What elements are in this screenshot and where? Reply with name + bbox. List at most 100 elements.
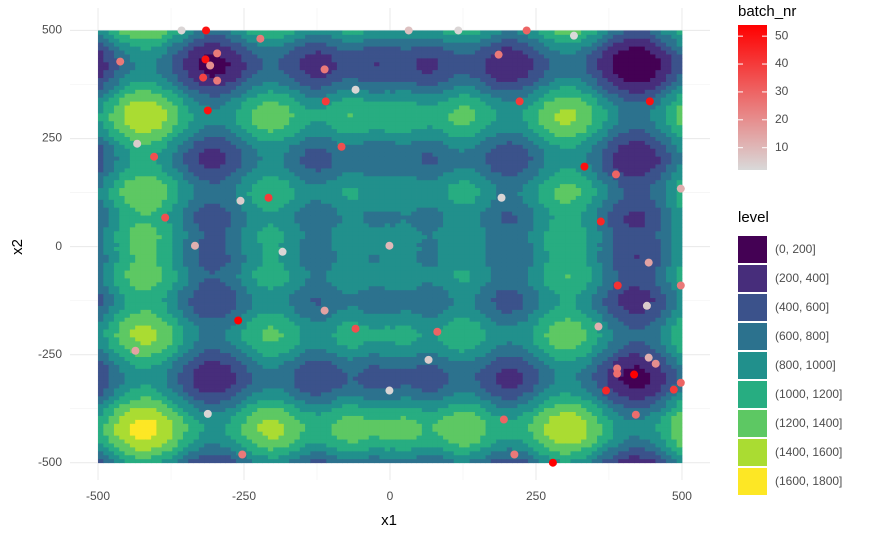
contour-cell (214, 289, 221, 295)
contour-cell (310, 238, 317, 244)
contour-cell (193, 403, 200, 409)
contour-cell (246, 254, 253, 259)
contour-cell (140, 281, 147, 287)
contour-cell (151, 211, 157, 216)
contour-cell (113, 313, 120, 318)
contour-cell (124, 446, 131, 452)
contour-cell (273, 124, 279, 130)
contour-cell (262, 376, 269, 381)
contour-cell (251, 215, 258, 220)
contour-cell (151, 391, 157, 397)
contour-cell (267, 340, 274, 346)
contour-cell (198, 274, 205, 279)
contour-cell (305, 73, 311, 79)
contour-cell (113, 274, 120, 279)
contour-cell (331, 285, 338, 291)
contour-cell (267, 309, 274, 314)
contour-cell (119, 93, 125, 98)
contour-cell (273, 446, 279, 452)
contour-cell (172, 340, 179, 346)
contour-cell (156, 411, 163, 416)
contour-cell (310, 297, 317, 303)
contour-cell (262, 211, 269, 216)
contour-cell (193, 219, 200, 224)
contour-cell (310, 46, 317, 51)
contour-cell (262, 89, 269, 94)
contour-cell (156, 270, 163, 275)
contour-cell (299, 203, 306, 208)
contour-cell (267, 65, 274, 71)
contour-cell (108, 246, 115, 251)
contour-cell (336, 388, 343, 393)
contour-cell (315, 368, 322, 373)
contour-cell (98, 69, 104, 75)
contour-cell (283, 293, 290, 299)
contour-cell (214, 38, 221, 43)
contour-cell (135, 325, 141, 330)
contour-cell (140, 50, 147, 55)
contour-cell (251, 458, 258, 464)
contour-cell (326, 446, 333, 452)
contour-cell (172, 112, 179, 118)
contour-cell (305, 289, 311, 295)
contour-cell (220, 101, 226, 106)
contour-cell (310, 140, 317, 145)
contour-cell (262, 42, 269, 47)
contour-cell (145, 183, 152, 189)
contour-cell (172, 305, 179, 310)
contour-cell (315, 419, 322, 424)
contour-cell (204, 281, 210, 287)
contour-cell (177, 152, 184, 157)
contour-cell (236, 120, 242, 126)
contour-cell (220, 97, 226, 102)
contour-cell (135, 395, 141, 401)
contour-cell (289, 230, 295, 236)
contour-cell (326, 278, 333, 283)
contour-cell (177, 97, 184, 102)
contour-cell (172, 46, 179, 51)
contour-cell (209, 376, 216, 381)
contour-cell (283, 61, 290, 67)
contour-cell (241, 278, 248, 283)
contour-cell (108, 215, 115, 220)
contour-cell (294, 168, 301, 173)
contour-cell (278, 407, 285, 413)
contour-cell (172, 97, 179, 102)
contour-cell (209, 183, 216, 189)
contour-cell (135, 360, 141, 365)
contour-cell (283, 101, 290, 106)
contour-cell (140, 124, 147, 130)
contour-cell (315, 364, 322, 369)
contour-cell (225, 128, 232, 134)
contour-cell (246, 81, 253, 86)
contour-cell (230, 81, 237, 86)
contour-cell (251, 211, 258, 216)
contour-cell (305, 85, 311, 90)
contour-cell (108, 112, 115, 118)
contour-cell (246, 160, 253, 165)
contour-cell (310, 112, 317, 118)
contour-cell (214, 435, 221, 440)
contour-cell (177, 368, 184, 373)
contour-cell (151, 384, 157, 389)
contour-cell (129, 144, 136, 149)
contour-cell (251, 270, 258, 275)
contour-cell (151, 348, 157, 354)
contour-cell (225, 242, 232, 247)
contour-cell (336, 431, 343, 436)
contour-cell (151, 187, 157, 192)
contour-cell (156, 333, 163, 338)
contour-cell (124, 439, 131, 444)
contour-cell (108, 140, 115, 145)
contour-cell (140, 238, 147, 244)
contour-cell (172, 446, 179, 452)
contour-cell (177, 215, 184, 220)
contour-cell (156, 435, 163, 440)
contour-cell (193, 419, 200, 424)
contour-cell (278, 144, 285, 149)
contour-cell (294, 317, 301, 322)
contour-cell (326, 262, 333, 267)
contour-cell (124, 109, 131, 114)
contour-cell (129, 293, 136, 299)
contour-cell (209, 450, 216, 456)
